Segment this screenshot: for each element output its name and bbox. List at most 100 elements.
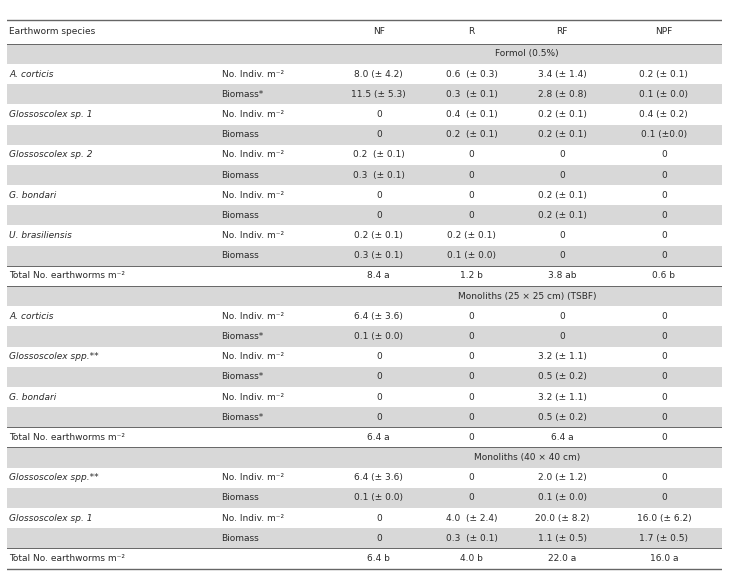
- Text: 0.5 (± 0.2): 0.5 (± 0.2): [537, 413, 586, 422]
- Text: Monoliths (40 × 40 cm): Monoliths (40 × 40 cm): [474, 453, 580, 462]
- Text: 22.0 a: 22.0 a: [548, 554, 576, 563]
- Text: No. Indiv. m⁻²: No. Indiv. m⁻²: [222, 473, 284, 482]
- Text: 4.0  (± 2.4): 4.0 (± 2.4): [446, 513, 497, 523]
- Text: 0: 0: [376, 130, 382, 139]
- Text: Biomass: Biomass: [222, 534, 260, 543]
- Text: 0: 0: [469, 413, 475, 422]
- Text: 0.4 (± 0.2): 0.4 (± 0.2): [639, 110, 688, 119]
- Text: 0: 0: [469, 332, 475, 341]
- Text: 3.2 (± 1.1): 3.2 (± 1.1): [537, 393, 586, 401]
- Text: 0.1 (± 0.0): 0.1 (± 0.0): [537, 494, 587, 502]
- Text: 0: 0: [376, 413, 382, 422]
- Text: Formol (0.5%): Formol (0.5%): [495, 49, 559, 59]
- Text: 0.1 (± 0.0): 0.1 (± 0.0): [447, 251, 496, 260]
- Text: 3.8 ab: 3.8 ab: [547, 271, 577, 281]
- Text: 0: 0: [469, 191, 475, 200]
- Text: No. Indiv. m⁻²: No. Indiv. m⁻²: [222, 312, 284, 321]
- Text: 0.3 (± 0.1): 0.3 (± 0.1): [354, 251, 403, 260]
- Bar: [7, 185, 722, 205]
- Text: 0: 0: [661, 191, 667, 200]
- Text: 0.3  (± 0.1): 0.3 (± 0.1): [445, 90, 498, 99]
- Text: No. Indiv. m⁻²: No. Indiv. m⁻²: [222, 150, 284, 160]
- Text: No. Indiv. m⁻²: No. Indiv. m⁻²: [222, 231, 284, 240]
- Text: No. Indiv. m⁻²: No. Indiv. m⁻²: [222, 513, 284, 523]
- Text: No. Indiv. m⁻²: No. Indiv. m⁻²: [222, 110, 284, 119]
- Text: 0: 0: [469, 150, 475, 160]
- Text: 0.5 (± 0.2): 0.5 (± 0.2): [537, 372, 586, 381]
- Text: 0.3  (± 0.1): 0.3 (± 0.1): [353, 171, 405, 180]
- Text: 6.4 a: 6.4 a: [367, 433, 390, 442]
- Bar: [7, 246, 722, 266]
- Text: 3.2 (± 1.1): 3.2 (± 1.1): [537, 352, 586, 361]
- Text: R: R: [469, 27, 475, 37]
- Text: 0: 0: [469, 433, 475, 442]
- Text: 0.2 (± 0.1): 0.2 (± 0.1): [537, 191, 586, 200]
- Text: 0: 0: [661, 393, 667, 401]
- Text: 1.7 (± 0.5): 1.7 (± 0.5): [639, 534, 688, 543]
- Bar: [7, 286, 722, 306]
- Text: 0.6 b: 0.6 b: [652, 271, 675, 281]
- Text: 0.2 (± 0.1): 0.2 (± 0.1): [354, 231, 403, 240]
- Bar: [7, 20, 722, 44]
- Text: 0: 0: [376, 513, 382, 523]
- Text: Biomass: Biomass: [222, 130, 260, 139]
- Text: 0.1 (± 0.0): 0.1 (± 0.0): [639, 90, 688, 99]
- Text: 6.4 a: 6.4 a: [550, 433, 573, 442]
- Text: Total No. earthworms m⁻²: Total No. earthworms m⁻²: [9, 271, 125, 281]
- Text: 0.1 (± 0.0): 0.1 (± 0.0): [354, 494, 403, 502]
- Text: 8.4 a: 8.4 a: [367, 271, 390, 281]
- Bar: [7, 488, 722, 508]
- Text: 16.0 (± 6.2): 16.0 (± 6.2): [636, 513, 691, 523]
- Text: Biomass: Biomass: [222, 171, 260, 180]
- Text: 0.6  (± 0.3): 0.6 (± 0.3): [445, 70, 498, 79]
- Text: 0: 0: [661, 352, 667, 361]
- Text: 0.2 (± 0.1): 0.2 (± 0.1): [639, 70, 688, 79]
- Text: 0: 0: [469, 171, 475, 180]
- Text: U. brasiliensis: U. brasiliensis: [9, 231, 72, 240]
- Text: Biomass: Biomass: [222, 251, 260, 260]
- Text: 0: 0: [661, 433, 667, 442]
- Text: 0: 0: [469, 372, 475, 381]
- Text: 0: 0: [661, 494, 667, 502]
- Text: 0: 0: [469, 312, 475, 321]
- Text: 0: 0: [559, 332, 565, 341]
- Bar: [7, 104, 722, 125]
- Text: Glossoscolex spp.**: Glossoscolex spp.**: [9, 352, 99, 361]
- Text: 2.8 (± 0.8): 2.8 (± 0.8): [537, 90, 586, 99]
- Bar: [7, 467, 722, 488]
- Text: No. Indiv. m⁻²: No. Indiv. m⁻²: [222, 191, 284, 200]
- Text: 0.2 (± 0.1): 0.2 (± 0.1): [537, 211, 586, 220]
- Text: 0: 0: [376, 393, 382, 401]
- Text: A. corticis: A. corticis: [9, 70, 54, 79]
- Bar: [7, 508, 722, 528]
- Text: 0.2 (± 0.1): 0.2 (± 0.1): [447, 231, 496, 240]
- Text: RF: RF: [556, 27, 568, 37]
- Text: 6.4 b: 6.4 b: [367, 554, 390, 563]
- Text: 0: 0: [376, 372, 382, 381]
- Bar: [7, 306, 722, 327]
- Text: 0: 0: [661, 171, 667, 180]
- Text: No. Indiv. m⁻²: No. Indiv. m⁻²: [222, 70, 284, 79]
- Text: Biomass: Biomass: [222, 494, 260, 502]
- Text: Biomass: Biomass: [222, 211, 260, 220]
- Text: 0: 0: [469, 473, 475, 482]
- Bar: [7, 205, 722, 226]
- Bar: [7, 64, 722, 84]
- Text: 0: 0: [661, 332, 667, 341]
- Text: 0.2  (± 0.1): 0.2 (± 0.1): [353, 150, 405, 160]
- Text: 0: 0: [376, 191, 382, 200]
- Text: Biomass*: Biomass*: [222, 372, 264, 381]
- Text: 1.2 b: 1.2 b: [460, 271, 483, 281]
- Bar: [7, 44, 722, 64]
- Bar: [7, 528, 722, 548]
- Text: Glossoscolex sp. 1: Glossoscolex sp. 1: [9, 513, 93, 523]
- Text: 0.1 (± 0.0): 0.1 (± 0.0): [354, 332, 403, 341]
- Text: Glossoscolex sp. 1: Glossoscolex sp. 1: [9, 110, 93, 119]
- Text: 0.1 (±0.0): 0.1 (±0.0): [641, 130, 687, 139]
- Text: 0.2 (± 0.1): 0.2 (± 0.1): [537, 130, 586, 139]
- Bar: [7, 347, 722, 367]
- Text: 0: 0: [469, 352, 475, 361]
- Text: Monoliths (25 × 25 cm) (TSBF): Monoliths (25 × 25 cm) (TSBF): [458, 292, 596, 300]
- Bar: [7, 548, 722, 568]
- Bar: [7, 327, 722, 347]
